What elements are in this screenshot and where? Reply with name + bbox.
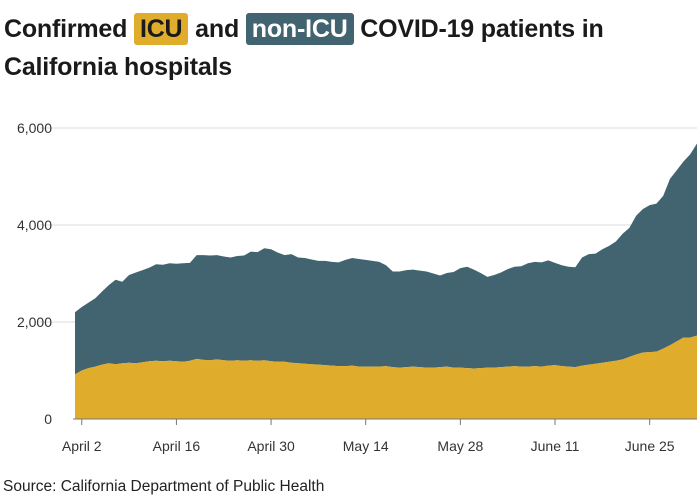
title-part1: Confirmed <box>4 15 134 43</box>
y-tick-label: 4,000 <box>17 217 52 233</box>
x-tick-label: April 16 <box>153 438 201 454</box>
y-tick-label: 0 <box>44 411 52 427</box>
x-tick-label: June 25 <box>625 438 675 454</box>
x-tick-label: April 2 <box>62 438 102 454</box>
x-tick-label: April 30 <box>247 438 295 454</box>
icu-highlight-label: ICU <box>133 13 189 45</box>
area-chart: 0 2,000 4,000 6,000 April 2 April 16 April 30 M… <box>17 120 697 454</box>
title-part3: COVID-19 patients in California hospital… <box>4 15 604 81</box>
x-tick-label: May 28 <box>437 438 483 454</box>
non-icu-highlight-label: non-ICU <box>245 13 354 45</box>
chart-title: Confirmed ICU and non-ICU COVID-19 patie… <box>4 10 694 86</box>
y-tick-label: 6,000 <box>17 120 52 136</box>
icu-area <box>75 335 697 419</box>
area-series <box>75 143 697 419</box>
y-tick-label: 2,000 <box>17 314 52 330</box>
title-part2: and <box>188 15 246 43</box>
axes: 0 2,000 4,000 6,000 April 2 April 16 April 30 M… <box>17 120 697 454</box>
source-note: Source: California Department of Public … <box>3 478 325 495</box>
non-icu-area <box>75 143 697 375</box>
x-tick-label: May 14 <box>343 438 389 454</box>
x-tick-label: June 11 <box>531 438 580 454</box>
